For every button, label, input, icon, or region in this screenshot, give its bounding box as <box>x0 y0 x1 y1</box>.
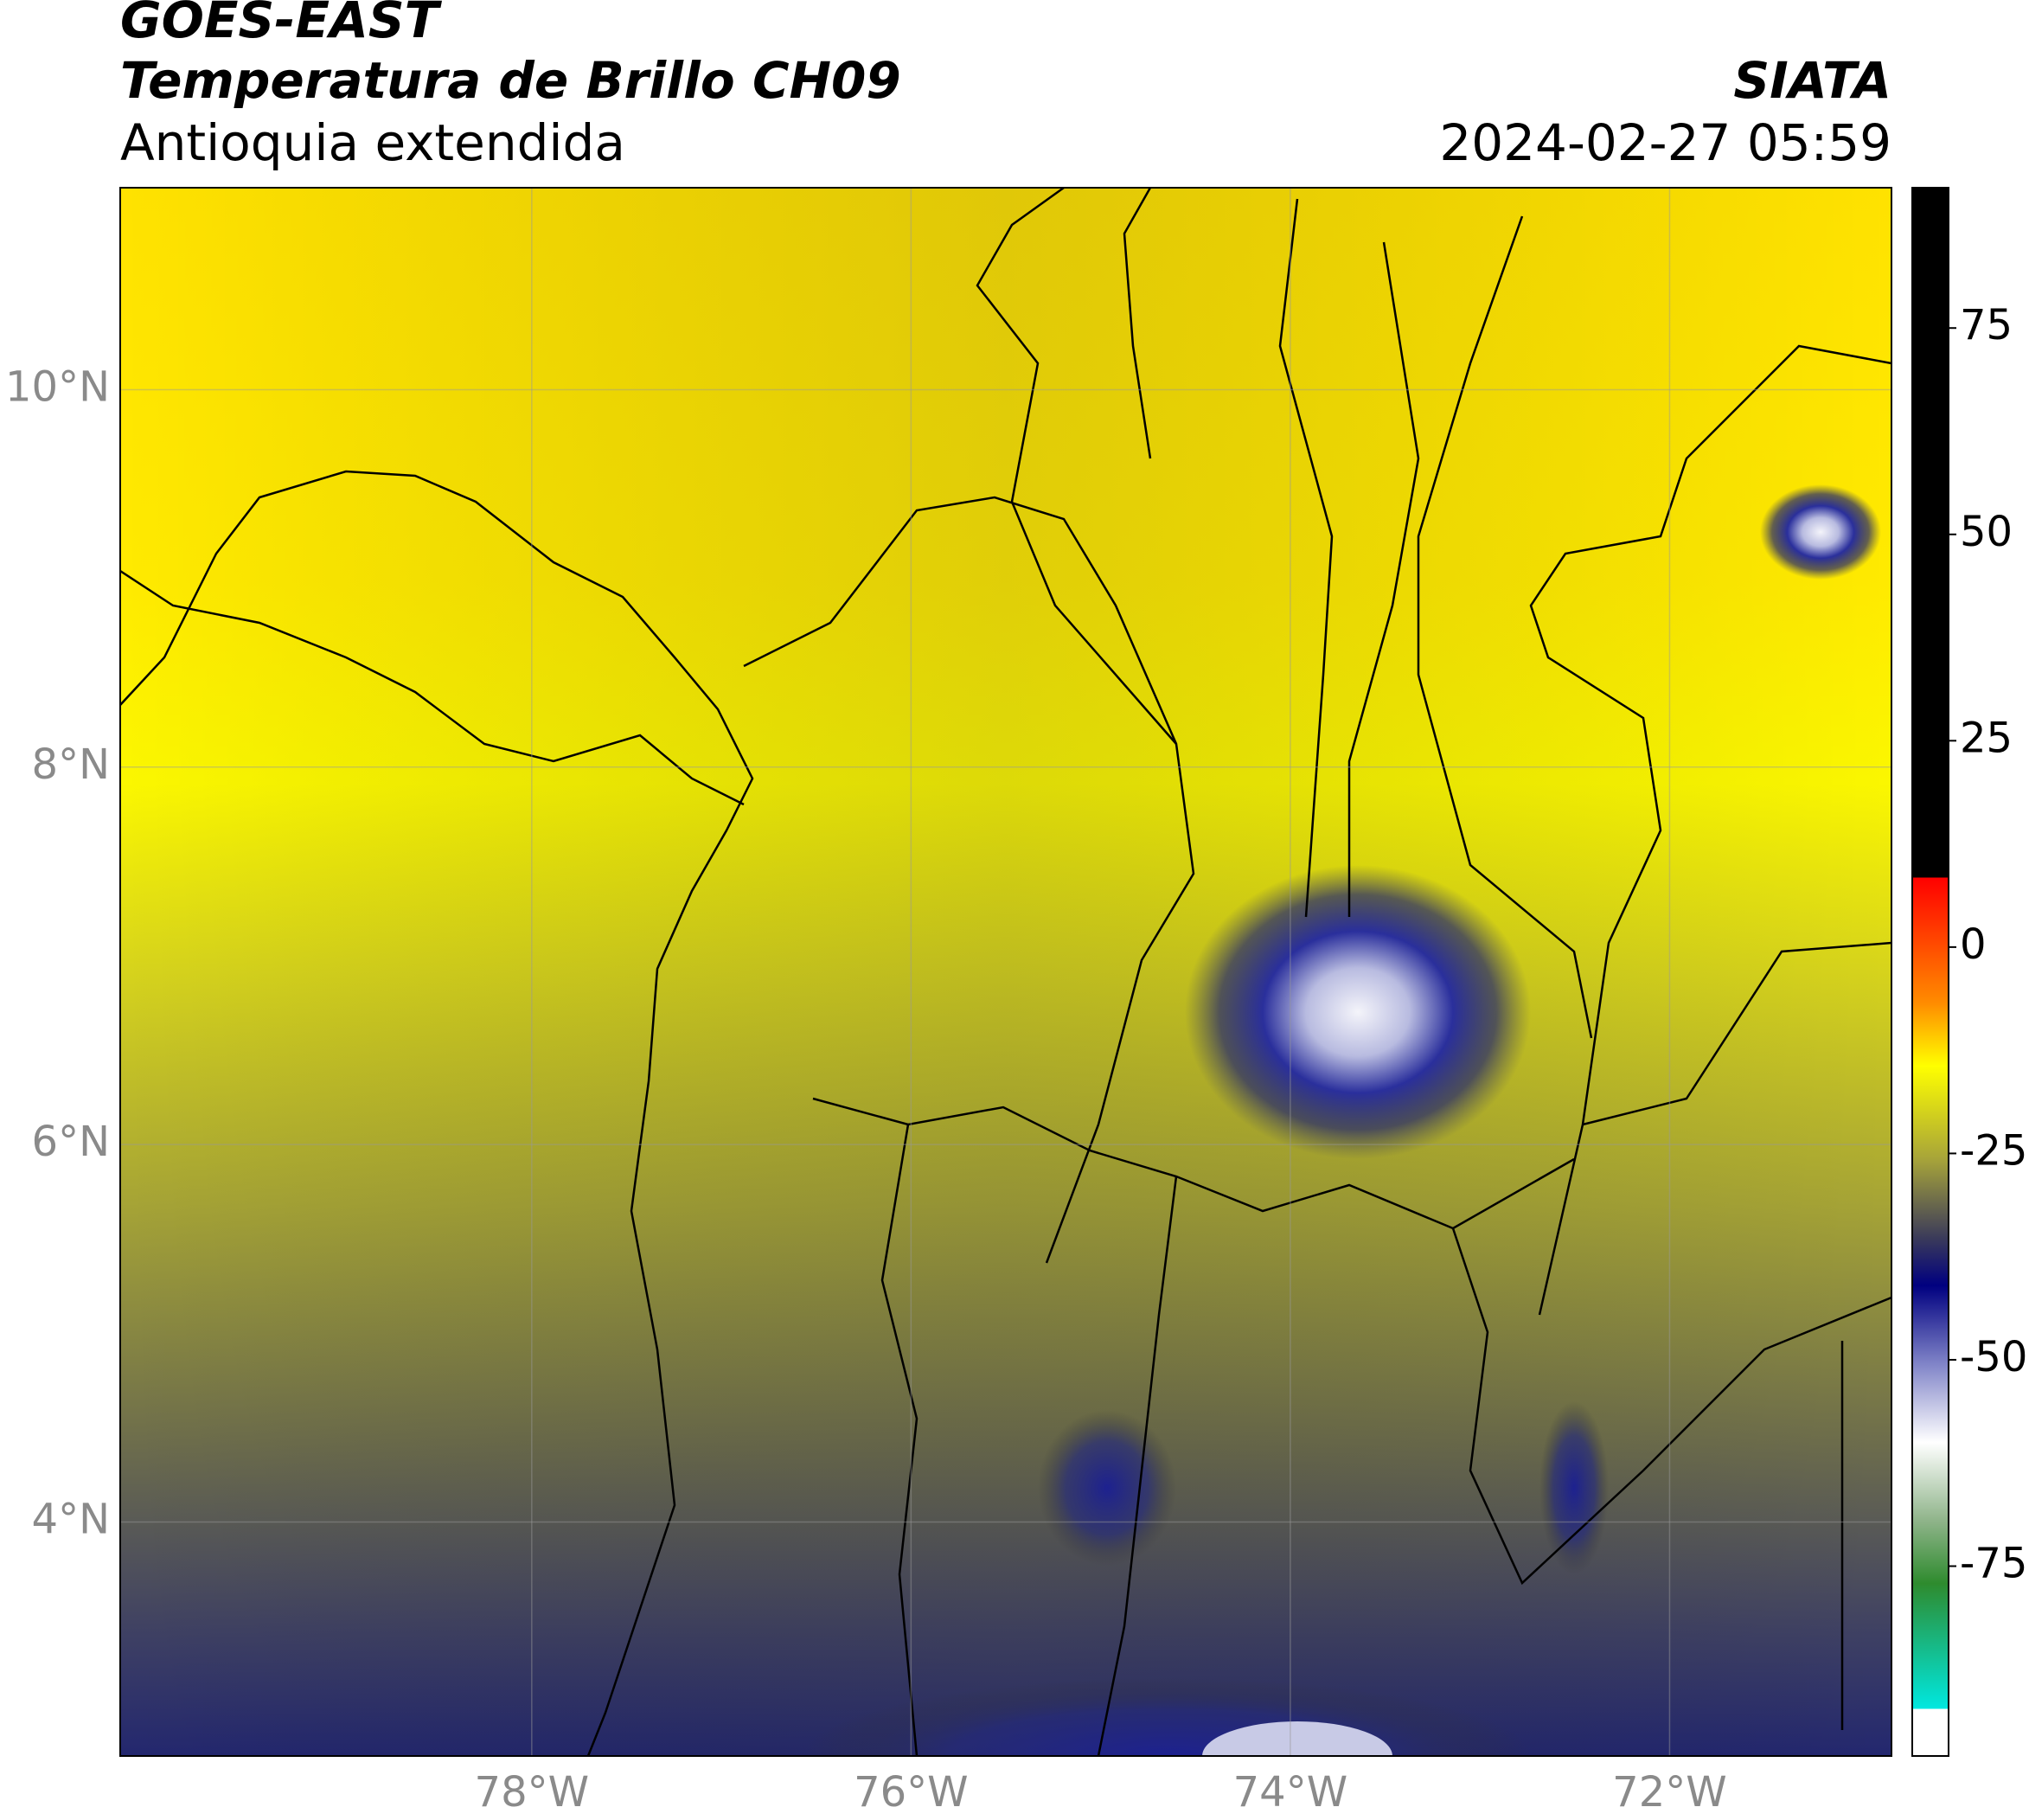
colorbar-label: -75 <box>1960 1540 2027 1588</box>
storm-cell <box>1760 484 1881 580</box>
grid <box>120 188 1891 1756</box>
product: Temperatura de Brillo CH09 <box>120 51 901 110</box>
cloud <box>1539 1401 1609 1574</box>
cloud <box>1038 1410 1176 1566</box>
map-frame <box>119 187 1892 1757</box>
map-image <box>120 188 1891 1756</box>
datetime: 2024-02-27 05:59 <box>1439 113 1891 172</box>
region: Antioquia extendida <box>120 113 625 172</box>
colorbar-label: 50 <box>1960 508 2013 556</box>
colorbar-label: 25 <box>1960 714 2013 762</box>
source: SIATA <box>1733 51 1891 110</box>
y-tick-label: 8°N <box>32 740 110 789</box>
colorbar <box>1911 187 1949 1757</box>
y-tick-label: 4°N <box>32 1495 110 1543</box>
x-tick-label: 72°W <box>1612 1768 1727 1817</box>
satellite: GOES-EAST <box>120 0 443 49</box>
cloud-top <box>1202 1721 1392 1756</box>
storm-cell <box>1185 865 1531 1159</box>
colorbar-label: -50 <box>1960 1333 2027 1381</box>
borders <box>120 188 1891 1756</box>
y-tick-label: 10°N <box>5 362 110 411</box>
x-tick-label: 74°W <box>1233 1768 1348 1817</box>
shading <box>120 188 1891 1756</box>
x-tick-label: 76°W <box>854 1768 969 1817</box>
colorbar-label: 0 <box>1960 920 1987 969</box>
colorbar-label: -25 <box>1960 1126 2027 1175</box>
colorbar-label: 75 <box>1960 301 2013 349</box>
y-tick-label: 6°N <box>32 1118 110 1166</box>
x-tick-label: 78°W <box>475 1768 590 1817</box>
